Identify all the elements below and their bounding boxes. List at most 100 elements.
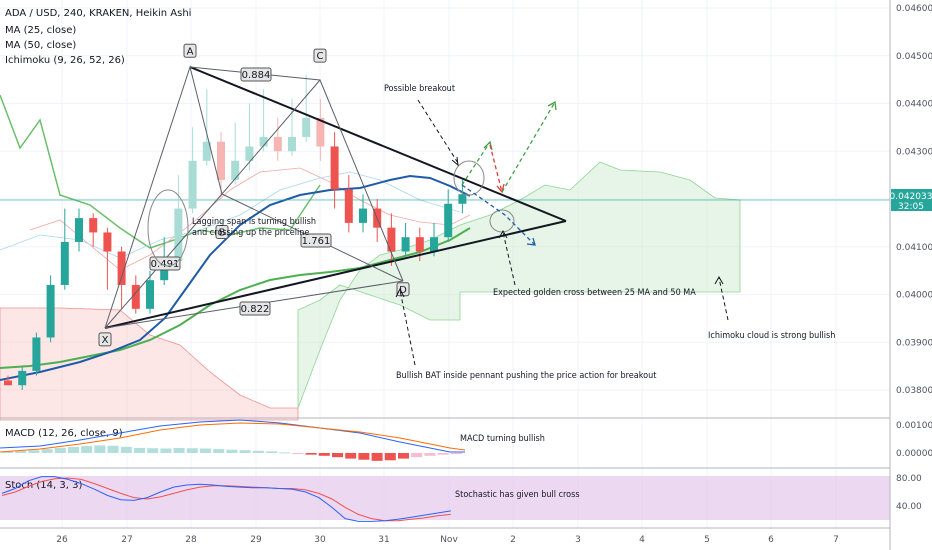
legend-ma25: MA (25, close) [5, 25, 76, 36]
ratio-xa-label: 0.884 [242, 70, 271, 81]
cloud-bullish [297, 161, 741, 409]
candle [359, 194, 367, 233]
macd-bar [107, 445, 119, 453]
candle [131, 275, 140, 314]
macd-bar [226, 449, 238, 453]
macd-bar [398, 453, 409, 459]
macd-bar [292, 453, 304, 454]
ratio-ab-label: 0.491 [151, 259, 180, 270]
candle [146, 270, 154, 314]
stoch-tick-label: 40.00 [896, 502, 922, 512]
svg-text:B: B [219, 227, 226, 238]
macd-bar [15, 450, 27, 453]
ratio-labels: 0.884 0.491 1.761 0.822 [149, 67, 332, 316]
candle [32, 332, 41, 376]
time-tick-label: 30 [314, 535, 326, 545]
annotation-lagging-span-2: and crossing up the priceline [192, 228, 309, 238]
svg-text:A: A [187, 46, 194, 57]
ma-25-line [0, 174, 471, 381]
macd-bar [424, 453, 436, 456]
time-tick-label: 2 [510, 535, 516, 545]
annotation-lagging-span-1: Lagging span is turning bullish [192, 217, 316, 227]
time-tick-label: 31 [378, 535, 389, 545]
macd-bar [2, 451, 13, 453]
candle [217, 132, 225, 199]
annotation-golden-cross: Expected golden cross between 25 MA and … [493, 288, 696, 298]
macd-bar [411, 453, 423, 458]
time-tick-label: 27 [121, 535, 132, 545]
time-tick-label: 4 [639, 535, 645, 545]
macd-bar [266, 451, 277, 453]
time-tick-label: 6 [768, 535, 774, 545]
macd-bar [134, 447, 145, 453]
macd-bar [305, 453, 317, 455]
legend-ma50: MA (50, close) [5, 40, 76, 51]
time-tick-label: 3 [575, 535, 581, 545]
macd-title: MACD (12, 26, close, 9) [5, 428, 123, 439]
candle [4, 375, 12, 386]
macd-bar [437, 453, 449, 455]
svg-text:X: X [102, 335, 109, 346]
candle [330, 132, 339, 209]
candle [245, 103, 254, 171]
macd-signal-line [0, 422, 466, 453]
candle [231, 122, 240, 185]
stoch-tick-label: 80.00 [896, 474, 922, 484]
macd-bar [81, 446, 93, 453]
last-price: 0.042033 [890, 192, 932, 202]
candle [202, 89, 211, 166]
macd-pane: MACD (12, 26, close, 9) MACD turning bul… [0, 419, 545, 461]
price-axis[interactable] [890, 0, 932, 550]
macd-bar [200, 448, 211, 453]
candle [259, 89, 268, 152]
macd-bar [318, 453, 330, 456]
stoch-band [0, 476, 890, 520]
macd-annotation: MACD turning bullish [460, 434, 545, 444]
pattern-point-a: A [183, 43, 197, 58]
ratio-xd-label: 0.822 [241, 304, 270, 315]
macd-bar [332, 453, 343, 458]
annotation-bullish-bat: Bullish BAT inside pennant pushing the p… [396, 371, 656, 381]
candle [273, 117, 282, 161]
svg-text:C: C [317, 51, 324, 62]
ichimoku-cloud [0, 94, 741, 421]
macd-tick-label: 0.000000 [896, 449, 932, 459]
heikin-ashi-candles [4, 74, 467, 390]
lagging-span-line [0, 94, 321, 249]
macd-bar [68, 446, 79, 453]
macd-histogram [2, 445, 462, 461]
macd-bar [371, 453, 383, 461]
pattern-point-labels: X A B C D [98, 43, 410, 347]
candle [174, 175, 183, 266]
bar-countdown: 32:05 [898, 202, 924, 212]
macd-bar [54, 447, 66, 453]
stoch-d-line [1, 477, 451, 522]
macd-bar [186, 448, 198, 453]
projection-arrows [461, 100, 557, 246]
candle [103, 227, 112, 290]
highlight-ellipses [147, 160, 515, 267]
candle [60, 208, 69, 290]
svg-text:D: D [399, 285, 407, 296]
macd-bar [41, 449, 53, 453]
annotation-possible-breakout: Possible breakout [384, 84, 455, 94]
candle [344, 175, 353, 233]
legend-ichimoku: Ichimoku (9, 26, 52, 26) [5, 55, 125, 66]
macd-bar [120, 446, 132, 453]
pattern-point-d: D [396, 282, 410, 297]
candle [75, 208, 83, 252]
time-axis-ticks[interactable]: 26 27 28 29 30 31 Nov 2 3 4 5 6 7 [56, 535, 839, 545]
macd-bar [28, 450, 40, 453]
candle [302, 74, 311, 142]
time-tick-label: Nov [440, 535, 458, 545]
candle [46, 275, 55, 343]
time-tick-label: 7 [833, 535, 839, 545]
stoch-k-line [1, 476, 451, 522]
time-tick-label: 28 [185, 535, 197, 545]
